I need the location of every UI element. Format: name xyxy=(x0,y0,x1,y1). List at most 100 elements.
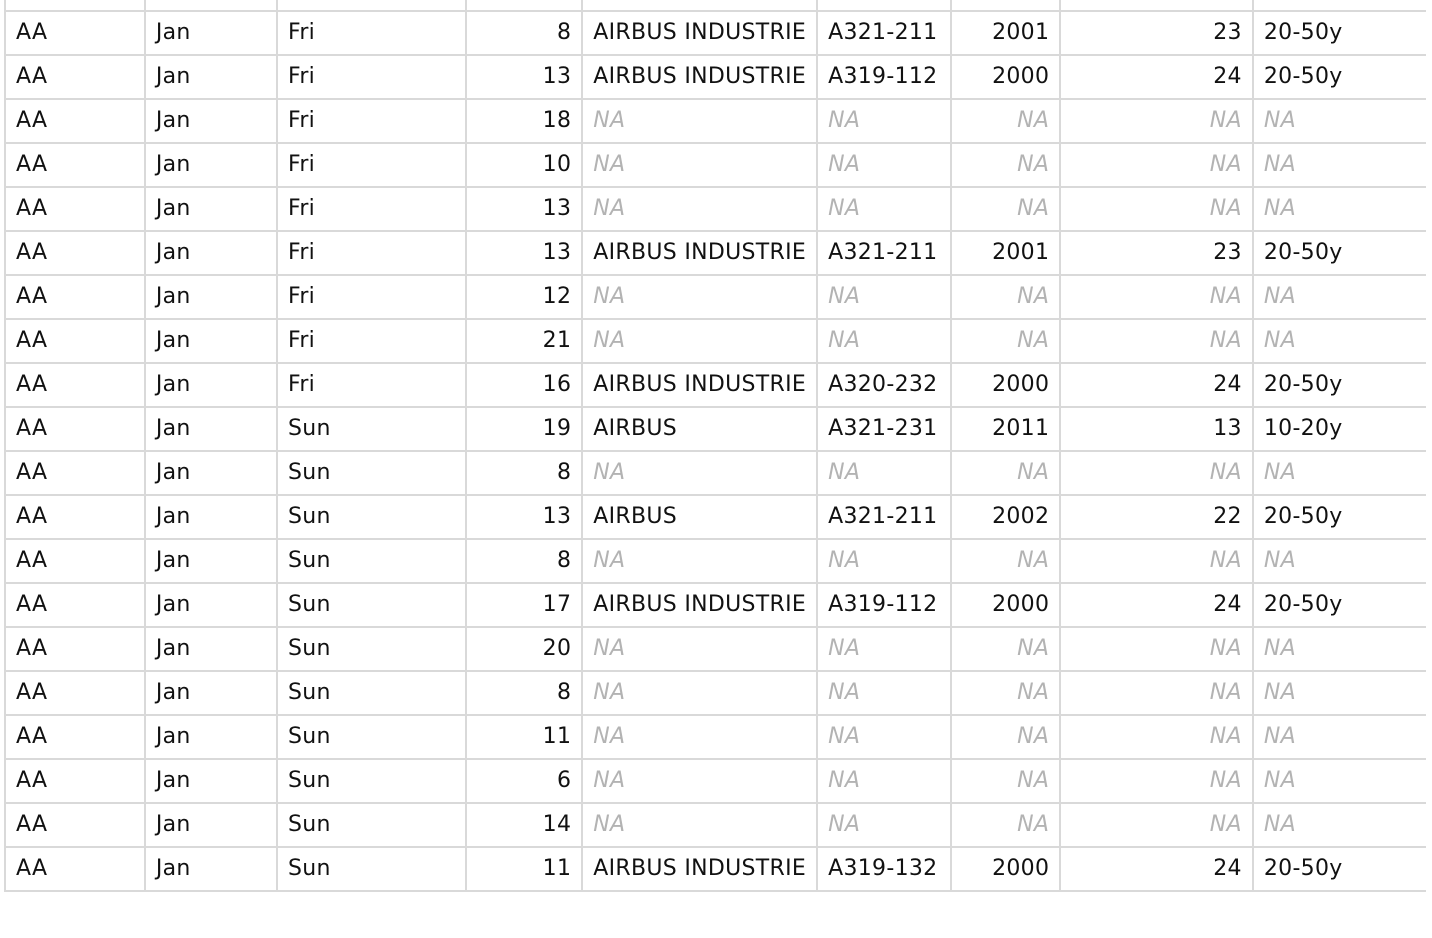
table-cell[interactable] xyxy=(4,0,146,12)
cell-month[interactable]: Jan xyxy=(143,846,278,892)
cell-age-group[interactable]: 20-50y xyxy=(1251,230,1432,276)
cell-weekday[interactable]: Sun xyxy=(275,670,467,716)
cell-hour[interactable]: 19 xyxy=(464,406,584,452)
cell-month[interactable]: Jan xyxy=(143,714,278,760)
cell-year[interactable]: NA xyxy=(950,670,1062,716)
cell-manufacturer[interactable]: NA xyxy=(581,318,819,364)
cell-manufacturer[interactable]: AIRBUS xyxy=(581,406,819,452)
cell-carrier[interactable]: AA xyxy=(4,54,146,100)
cell-age[interactable]: NA xyxy=(1059,802,1254,848)
cell-age[interactable]: 23 xyxy=(1059,230,1254,276)
cell-month[interactable]: Jan xyxy=(143,758,278,804)
table-cell[interactable] xyxy=(143,0,278,12)
cell-carrier[interactable]: AA xyxy=(4,450,146,496)
cell-weekday[interactable]: Fri xyxy=(275,186,467,232)
cell-year[interactable]: NA xyxy=(950,186,1062,232)
cell-carrier[interactable]: AA xyxy=(4,758,146,804)
cell-hour[interactable]: 16 xyxy=(464,362,584,408)
cell-age-group[interactable]: NA xyxy=(1251,714,1432,760)
cell-month[interactable]: Jan xyxy=(143,318,278,364)
cell-month[interactable]: Jan xyxy=(143,538,278,584)
cell-year[interactable]: NA xyxy=(950,98,1062,144)
cell-manufacturer[interactable]: NA xyxy=(581,714,819,760)
cell-age[interactable]: NA xyxy=(1059,626,1254,672)
cell-manufacturer[interactable]: NA xyxy=(581,186,819,232)
cell-age-group[interactable]: 20-50y xyxy=(1251,582,1432,628)
cell-model[interactable]: A320-232 xyxy=(816,362,953,408)
cell-age-group[interactable]: NA xyxy=(1251,670,1432,716)
cell-weekday[interactable]: Fri xyxy=(275,318,467,364)
cell-age[interactable]: 23 xyxy=(1059,10,1254,56)
cell-carrier[interactable]: AA xyxy=(4,670,146,716)
cell-age-group[interactable]: NA xyxy=(1251,274,1432,320)
cell-age-group[interactable]: 20-50y xyxy=(1251,54,1432,100)
cell-hour[interactable]: 13 xyxy=(464,494,584,540)
cell-month[interactable]: Jan xyxy=(143,582,278,628)
cell-model[interactable]: A321-231 xyxy=(816,406,953,452)
cell-month[interactable]: Jan xyxy=(143,10,278,56)
cell-weekday[interactable]: Fri xyxy=(275,98,467,144)
cell-manufacturer[interactable]: NA xyxy=(581,98,819,144)
cell-manufacturer[interactable]: NA xyxy=(581,274,819,320)
cell-age-group[interactable]: NA xyxy=(1251,142,1432,188)
cell-month[interactable]: Jan xyxy=(143,670,278,716)
cell-weekday[interactable]: Sun xyxy=(275,494,467,540)
cell-month[interactable]: Jan xyxy=(143,406,278,452)
cell-carrier[interactable]: AA xyxy=(4,626,146,672)
cell-age-group[interactable]: 20-50y xyxy=(1251,494,1432,540)
cell-age-group[interactable]: 10-20y xyxy=(1251,406,1432,452)
cell-age-group[interactable]: NA xyxy=(1251,186,1432,232)
cell-hour[interactable]: 12 xyxy=(464,274,584,320)
table-cell[interactable] xyxy=(1251,0,1432,12)
cell-manufacturer[interactable]: NA xyxy=(581,626,819,672)
cell-month[interactable]: Jan xyxy=(143,494,278,540)
cell-weekday[interactable]: Fri xyxy=(275,54,467,100)
table-cell[interactable] xyxy=(816,0,953,12)
cell-hour[interactable]: 14 xyxy=(464,802,584,848)
cell-manufacturer[interactable]: NA xyxy=(581,758,819,804)
cell-weekday[interactable]: Sun xyxy=(275,626,467,672)
table-cell[interactable] xyxy=(1059,0,1254,12)
cell-weekday[interactable]: Fri xyxy=(275,274,467,320)
cell-carrier[interactable]: AA xyxy=(4,98,146,144)
cell-hour[interactable]: 18 xyxy=(464,98,584,144)
cell-model[interactable]: NA xyxy=(816,450,953,496)
cell-weekday[interactable]: Sun xyxy=(275,846,467,892)
cell-age[interactable]: NA xyxy=(1059,670,1254,716)
cell-age[interactable]: NA xyxy=(1059,186,1254,232)
cell-carrier[interactable]: AA xyxy=(4,802,146,848)
cell-age[interactable]: NA xyxy=(1059,450,1254,496)
cell-carrier[interactable]: AA xyxy=(4,846,146,892)
cell-age[interactable]: NA xyxy=(1059,714,1254,760)
cell-year[interactable]: NA xyxy=(950,142,1062,188)
cell-manufacturer[interactable]: NA xyxy=(581,670,819,716)
cell-hour[interactable]: 8 xyxy=(464,538,584,584)
cell-manufacturer[interactable]: AIRBUS xyxy=(581,494,819,540)
cell-model[interactable]: NA xyxy=(816,538,953,584)
table-cell[interactable] xyxy=(275,0,467,12)
cell-model[interactable]: NA xyxy=(816,318,953,364)
cell-manufacturer[interactable]: NA xyxy=(581,802,819,848)
cell-hour[interactable]: 20 xyxy=(464,626,584,672)
cell-age[interactable]: NA xyxy=(1059,318,1254,364)
cell-model[interactable]: NA xyxy=(816,758,953,804)
cell-weekday[interactable]: Fri xyxy=(275,10,467,56)
cell-age[interactable]: NA xyxy=(1059,98,1254,144)
cell-age-group[interactable]: 20-50y xyxy=(1251,10,1432,56)
cell-carrier[interactable]: AA xyxy=(4,318,146,364)
cell-carrier[interactable]: AA xyxy=(4,582,146,628)
cell-carrier[interactable]: AA xyxy=(4,186,146,232)
cell-model[interactable]: A321-211 xyxy=(816,10,953,56)
cell-month[interactable]: Jan xyxy=(143,626,278,672)
cell-year[interactable]: NA xyxy=(950,450,1062,496)
cell-manufacturer[interactable]: AIRBUS INDUSTRIE xyxy=(581,230,819,276)
cell-manufacturer[interactable]: AIRBUS INDUSTRIE xyxy=(581,54,819,100)
cell-hour[interactable]: 13 xyxy=(464,186,584,232)
cell-carrier[interactable]: AA xyxy=(4,714,146,760)
cell-year[interactable]: NA xyxy=(950,758,1062,804)
cell-year[interactable]: NA xyxy=(950,538,1062,584)
cell-month[interactable]: Jan xyxy=(143,230,278,276)
cell-carrier[interactable]: AA xyxy=(4,274,146,320)
cell-hour[interactable]: 10 xyxy=(464,142,584,188)
cell-hour[interactable]: 13 xyxy=(464,54,584,100)
